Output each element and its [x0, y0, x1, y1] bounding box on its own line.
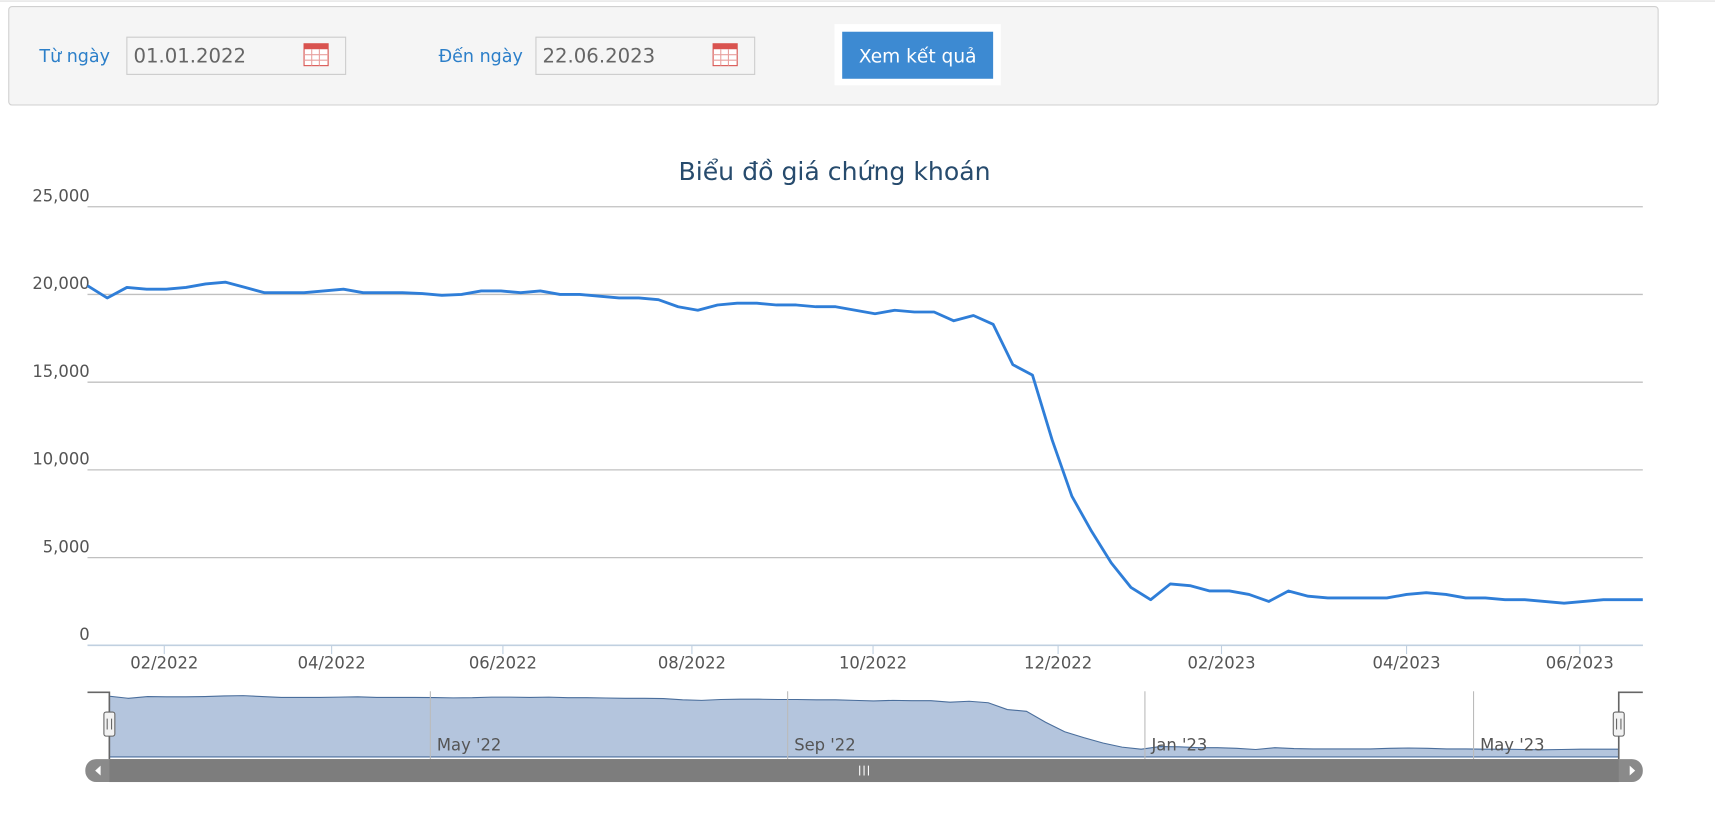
navigator-handle[interactable] [1612, 711, 1625, 737]
y-tick-label: 5,000 [43, 537, 90, 556]
scroll-right-arrow[interactable] [1629, 765, 1636, 776]
to-label: Đến ngày [439, 46, 523, 67]
handle-grip [1616, 718, 1622, 730]
x-tick-label: 02/2023 [1187, 653, 1255, 672]
from-value: 01.01.2022 [133, 44, 246, 67]
chart-title: Biểu đồ giá chứng khoán [678, 157, 990, 186]
y-tick-label: 10,000 [32, 450, 89, 469]
navigator-outline [87, 691, 1643, 760]
scroll-left-arrow[interactable] [95, 765, 101, 776]
navigator-area [108, 695, 1620, 758]
x-tick-label: 02/2022 [130, 653, 198, 672]
x-tick-label: 04/2022 [298, 653, 366, 672]
navigator-handle[interactable] [103, 711, 116, 737]
submit-label: Xem kết quả [859, 45, 977, 67]
y-tick-label: 25,000 [32, 186, 89, 205]
from-label: Từ ngày [38, 47, 110, 67]
calendar-icon[interactable] [712, 43, 738, 67]
y-tick-label: 0 [79, 625, 89, 644]
x-tick-label: 12/2022 [1024, 653, 1092, 672]
x-tick-label: 04/2023 [1373, 653, 1441, 672]
navigator-label: May '23 [1480, 735, 1544, 754]
x-tick-label: 06/2023 [1546, 653, 1614, 672]
y-tick-label: 20,000 [32, 274, 89, 293]
x-tick-label: 10/2022 [839, 653, 907, 672]
y-tick-label: 15,000 [32, 362, 89, 381]
filter-panel [8, 6, 1659, 106]
navigator-label: Jan '23 [1150, 735, 1207, 754]
x-tick-label: 06/2022 [469, 653, 537, 672]
price-line [86, 280, 1643, 605]
x-tick-label: 08/2022 [658, 653, 726, 672]
scrollbar-grip [859, 765, 869, 776]
to-value: 22.06.2023 [543, 44, 656, 67]
navigator-label: May '22 [437, 735, 501, 754]
handle-grip [106, 718, 113, 730]
submit-button[interactable] [842, 31, 994, 79]
calendar-icon[interactable] [303, 43, 329, 67]
navigator-label: Sep '22 [794, 735, 855, 754]
